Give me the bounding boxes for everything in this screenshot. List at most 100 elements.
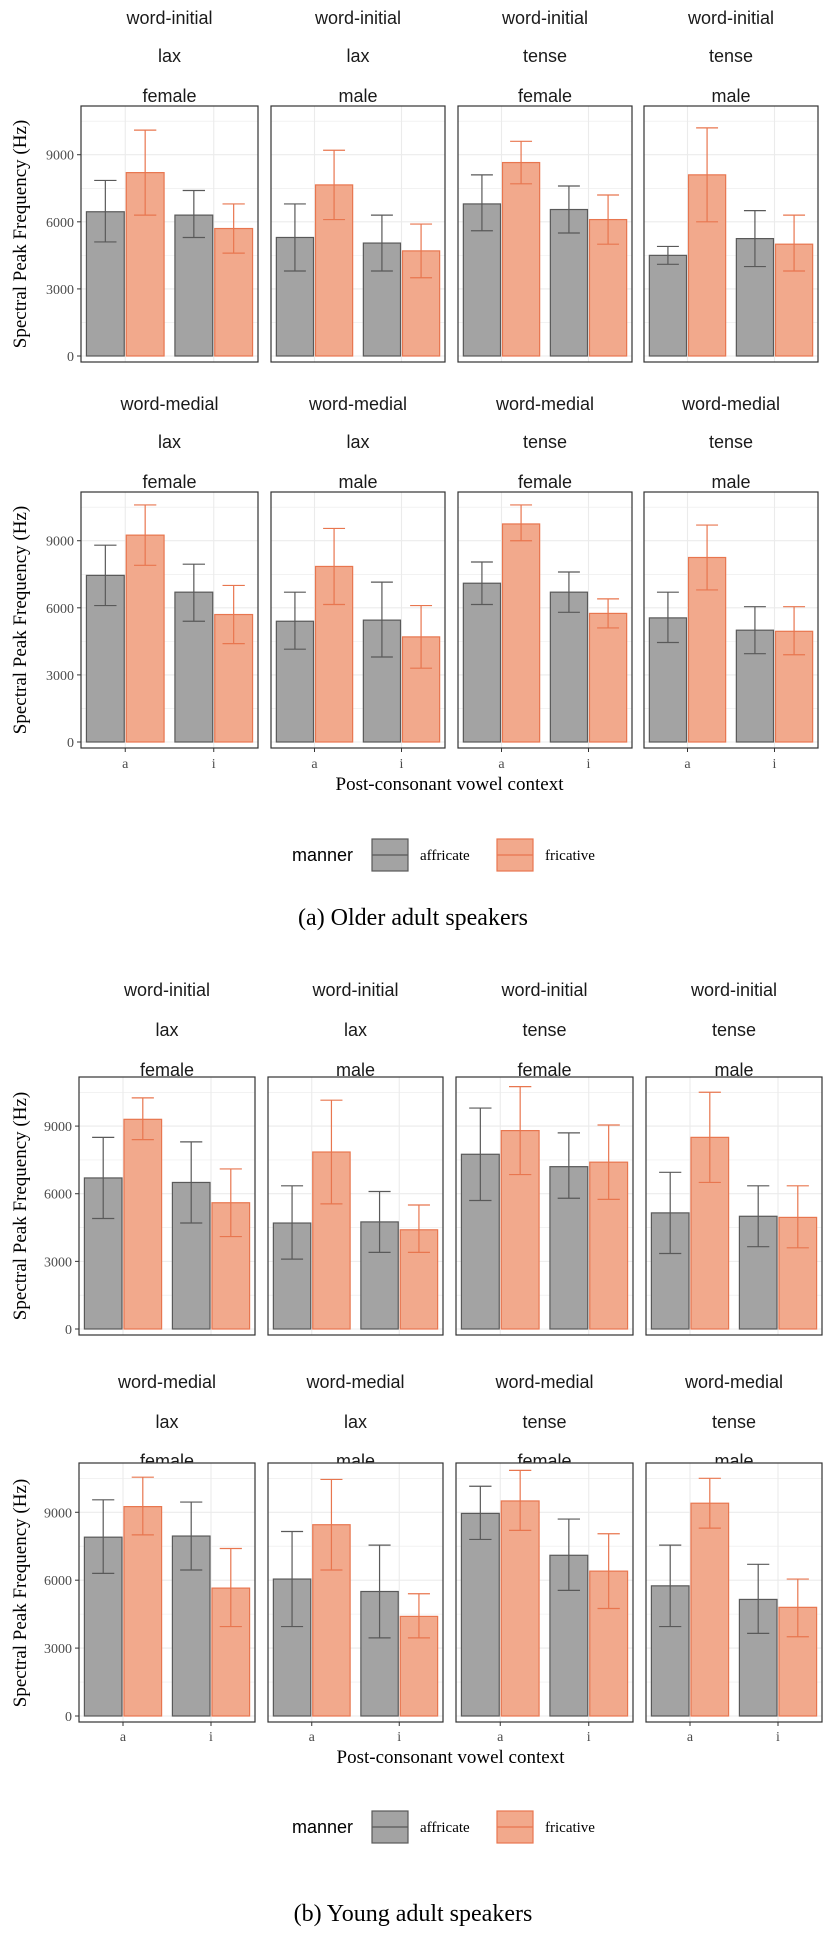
- bar-affricate-a: [462, 582, 502, 743]
- panel-border: [267, 1076, 444, 1336]
- panel-border: [270, 105, 446, 363]
- bar-affricate-a: [85, 211, 125, 357]
- legend: manner affricate fricative: [292, 1810, 595, 1844]
- strip-label: word-medial: [308, 394, 407, 414]
- x-tick-label: i: [587, 1730, 591, 1745]
- panel-border: [80, 105, 259, 363]
- y-tick-label: 0: [67, 736, 74, 751]
- facet-panel: word-initial tense male: [645, 980, 823, 1336]
- y-tick-label: 9000: [46, 149, 74, 164]
- legend-label-fricative: fricative: [545, 1820, 595, 1836]
- panel-border: [643, 491, 819, 749]
- strip-label: word-medial: [684, 1372, 783, 1392]
- x-tick-label: i: [397, 1730, 401, 1745]
- strip-label: lax: [158, 432, 181, 452]
- strip-label: word-initial: [314, 8, 401, 28]
- facet-panel: word-initial lax female 0 3000 6000 9000: [46, 8, 259, 365]
- y-tick-label: 9000: [44, 1120, 72, 1135]
- x-tick-label: a: [311, 757, 318, 772]
- bar-affricate-i: [549, 591, 589, 743]
- bar-fricative-a: [690, 1136, 730, 1330]
- y-axis-title: Spectral Peak Frequency (Hz): [10, 1092, 31, 1320]
- facet-panel: word-initial lax male: [267, 980, 444, 1336]
- figure-young: word-initiallaxfemale0300060009000word-i…: [10, 980, 823, 1927]
- bar-affricate-i: [174, 591, 214, 743]
- strip-label: lax: [346, 46, 369, 66]
- x-tick-label: i: [587, 757, 591, 772]
- figure-caption: (a) Older adult speakers: [298, 905, 528, 931]
- facet-panel: word-initial lax female 0 3000 6000 9000: [44, 980, 256, 1338]
- legend-label-affricate: affricate: [420, 848, 470, 864]
- y-tick-label: 3000: [46, 283, 74, 298]
- strip-label: tense: [709, 46, 753, 66]
- strip-label: word-medial: [117, 1372, 216, 1392]
- strip-label: tense: [522, 1020, 566, 1040]
- bar-affricate-a: [460, 1512, 500, 1717]
- bar-fricative-i: [588, 612, 628, 743]
- y-axis-title: Spectral Peak Frequency (Hz): [10, 1479, 31, 1707]
- panel-border: [455, 1076, 634, 1336]
- x-tick-label: i: [212, 757, 216, 772]
- y-tick-label: 0: [65, 1710, 72, 1725]
- facet-panel: word-medial lax male a i: [270, 394, 446, 772]
- strip-label: male: [711, 86, 750, 106]
- legend-title: manner: [292, 1817, 353, 1837]
- strip-label: lax: [344, 1020, 367, 1040]
- bar-fricative-a: [123, 1118, 163, 1330]
- strip-label: word-initial: [690, 980, 777, 1000]
- strip-label: female: [517, 1060, 571, 1080]
- x-tick-label: i: [776, 1730, 780, 1745]
- panel-border: [645, 1462, 823, 1723]
- strip-label: female: [518, 472, 572, 492]
- bar-affricate-a: [648, 254, 688, 357]
- strip-label: tense: [522, 1412, 566, 1432]
- strip-label: word-medial: [119, 394, 218, 414]
- strip-label: lax: [158, 46, 181, 66]
- y-tick-label: 3000: [46, 669, 74, 684]
- panel-border: [643, 105, 819, 363]
- y-tick-label: 6000: [46, 602, 74, 617]
- strip-label: tense: [709, 432, 753, 452]
- panel-border: [457, 491, 633, 749]
- strip-label: word-medial: [681, 394, 780, 414]
- y-tick-label: 6000: [44, 1188, 72, 1203]
- figure-caption: (b) Young adult speakers: [294, 1901, 533, 1927]
- figure-older: word-initial lax female 0 3000 6000 9000 word-i…: [10, 8, 819, 931]
- strip-label: tense: [523, 432, 567, 452]
- strip-label: word-medial: [495, 394, 594, 414]
- x-tick-label: a: [497, 1730, 504, 1745]
- x-tick-label: i: [400, 757, 404, 772]
- facet-panel: word-initial lax male: [270, 8, 446, 363]
- x-tick-label: a: [498, 757, 505, 772]
- strip-label: word-initial: [687, 8, 774, 28]
- strip-label: lax: [155, 1020, 178, 1040]
- y-tick-label: 6000: [44, 1574, 72, 1589]
- bar-fricative-a: [690, 1502, 730, 1717]
- y-tick-label: 0: [65, 1323, 72, 1338]
- strip-label: lax: [155, 1412, 178, 1432]
- panel-border: [267, 1462, 444, 1723]
- strip-label: word-initial: [125, 8, 212, 28]
- bar-fricative-a: [500, 1500, 540, 1717]
- facet-panel: word-initial tense female: [457, 8, 633, 363]
- panel-border: [455, 1462, 634, 1723]
- y-axis-title: Spectral Peak Frequency (Hz): [10, 120, 31, 348]
- strip-label: female: [142, 472, 196, 492]
- legend: manner affricate fricative: [292, 838, 595, 872]
- panel-border: [80, 491, 259, 749]
- legend-title: manner: [292, 845, 353, 865]
- x-axis-title: Post-consonant vowel context: [337, 1747, 566, 1768]
- y-tick-label: 3000: [44, 1255, 72, 1270]
- bar-fricative-a: [123, 1506, 163, 1717]
- strip-label: word-initial: [123, 980, 210, 1000]
- legend-label-affricate: affricate: [420, 1820, 470, 1836]
- y-tick-label: 6000: [46, 216, 74, 231]
- strip-label: lax: [344, 1412, 367, 1432]
- x-axis-title: Post-consonant vowel context: [336, 774, 565, 795]
- strip-label: female: [140, 1060, 194, 1080]
